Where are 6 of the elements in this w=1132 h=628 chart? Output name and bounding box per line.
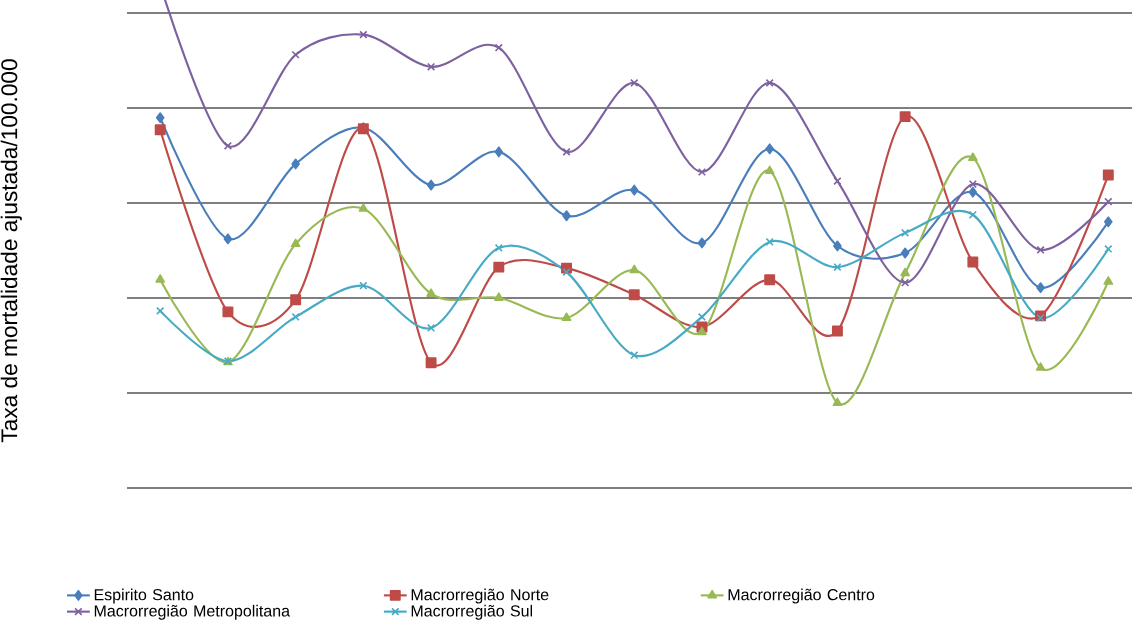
legend-label: Macrorregião Centro: [728, 588, 875, 604]
y-axis-title: Taxa de mortalidade ajustada/100.000: [0, 59, 22, 443]
legend-label: Macrorregião Norte: [411, 588, 549, 604]
legend-label: Espirito Santo: [94, 588, 194, 604]
legend-label: Macrorregião Sul: [411, 604, 533, 620]
legend-label: Macrorregião Metropolitana: [94, 604, 290, 620]
